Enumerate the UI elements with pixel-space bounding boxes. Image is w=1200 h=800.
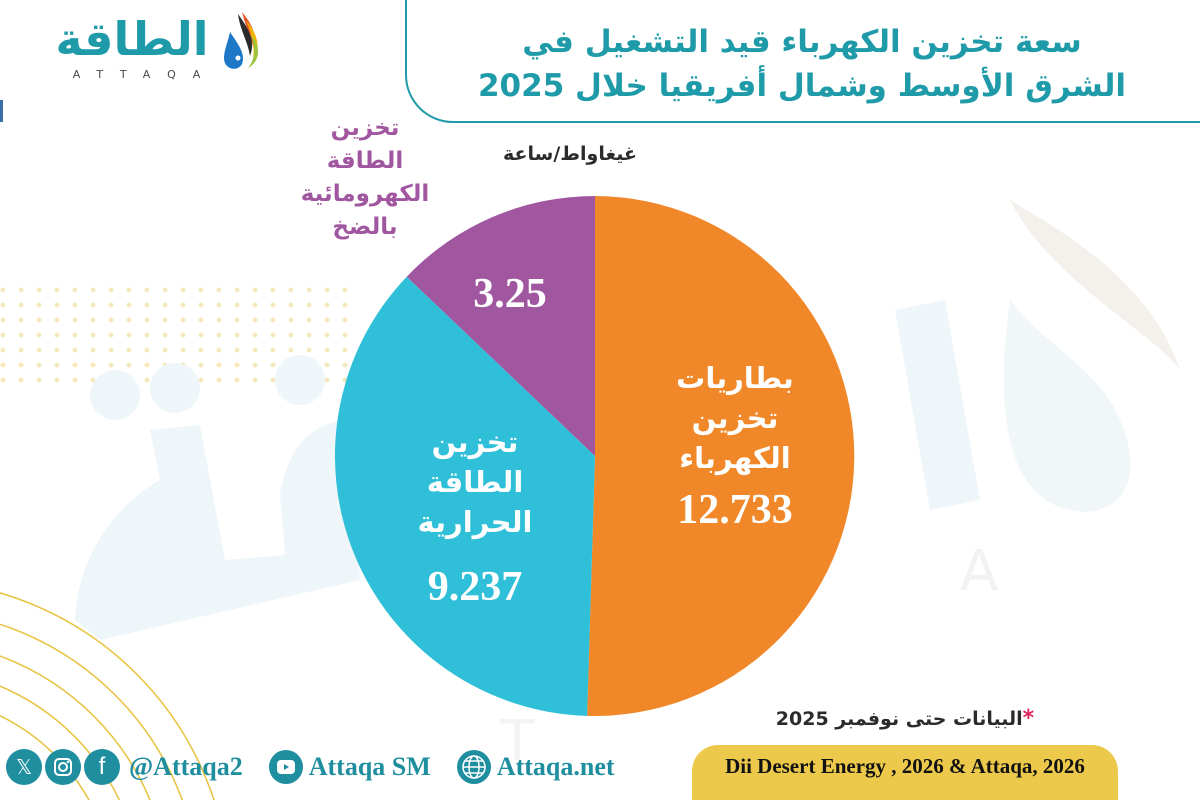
- instagram-icon[interactable]: [45, 749, 81, 785]
- source-box: Dii Desert Energy , 2026 & Attaqa, 2026: [692, 745, 1118, 800]
- label-line: الطاقة: [326, 148, 404, 174]
- label-line: تخزين: [431, 425, 519, 459]
- globe-icon[interactable]: [456, 750, 491, 784]
- source-text: Dii Desert Energy , 2026 & Attaqa, 2026: [725, 754, 1085, 778]
- asterisk: *: [1022, 706, 1035, 731]
- unit-label: غيغاواط/ساعة: [503, 143, 637, 165]
- footer-social: 𝕏 f @Attaqa2 Attaqa SM Attaqa.net: [6, 746, 641, 788]
- pumped-hydro-label: تخزين الطاقة الكهرومائية بالضخ: [285, 112, 445, 244]
- battery-storage-label: بطاريات تخزين الكهرباء: [640, 358, 830, 478]
- logo-arabic-text: الطاقة: [55, 12, 209, 66]
- website-link[interactable]: Attaqa.net: [496, 752, 615, 781]
- slice-thermal-storage: [334, 276, 595, 716]
- pumped-hydro-value: 3.25: [473, 271, 547, 317]
- youtube-icon[interactable]: [268, 750, 303, 784]
- title-frame: [405, 0, 1200, 123]
- logo-english-text: ATTAQA: [72, 68, 218, 81]
- social-handle[interactable]: @Attaqa2: [129, 752, 243, 781]
- footnote-text: البيانات حتى نوفمبر 2025: [775, 708, 1023, 730]
- thermal-storage-value: 9.237: [427, 564, 523, 610]
- youtube-channel[interactable]: Attaqa SM: [308, 752, 431, 781]
- attaqa-logo: الطاقة ATTAQA: [52, 10, 259, 85]
- title-line-2: الشرق الأوسط وشمال أفريقيا خلال 2025: [477, 68, 1127, 104]
- label-line: تخزين: [691, 401, 779, 435]
- slice-battery-storage: [587, 196, 855, 716]
- data-footnote: *البيانات حتى نوفمبر 2025: [760, 706, 1050, 731]
- chart-title: سعة تخزين الكهرباء قيد التشغيل في الشرق …: [452, 20, 1152, 108]
- label-line: الكهرومائية: [300, 181, 430, 207]
- battery-storage-value: 12.733: [677, 487, 793, 533]
- flame-drop-icon: [224, 12, 259, 69]
- label-line: بطاريات: [676, 361, 794, 395]
- thermal-storage-label: تخزين الطاقة الحرارية: [385, 422, 565, 542]
- label-line: الحرارية: [417, 505, 533, 539]
- label-line: بالضخ: [332, 214, 398, 240]
- label-line: الطاقة: [426, 465, 524, 499]
- x-icon[interactable]: 𝕏: [6, 749, 42, 785]
- slice-pumped-hydro: [406, 196, 595, 456]
- label-line: الكهرباء: [679, 441, 791, 475]
- title-line-1: سعة تخزين الكهرباء قيد التشغيل في: [522, 24, 1082, 60]
- facebook-icon[interactable]: f: [84, 749, 120, 785]
- label-line: تخزين: [330, 115, 400, 141]
